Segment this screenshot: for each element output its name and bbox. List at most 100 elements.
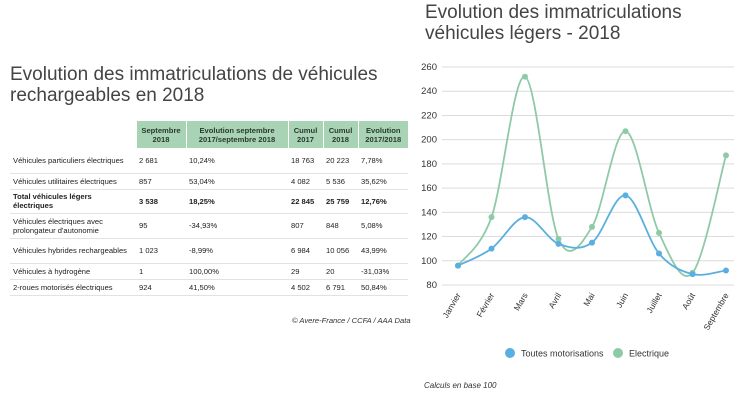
legend-marker-electrique bbox=[613, 348, 623, 358]
header-blank bbox=[10, 121, 136, 148]
y-tick-label: 160 bbox=[421, 183, 437, 194]
data-point-electrique bbox=[555, 235, 562, 242]
header-evolution-september: Evolution septembre 2017/septembre 2018 bbox=[185, 121, 288, 148]
data-point-toutes-motorisations bbox=[723, 267, 729, 274]
row-label: 2-roues motorisés électriques bbox=[10, 279, 136, 296]
x-tick-label: Janvier bbox=[440, 291, 462, 320]
cell: 4 082 bbox=[288, 173, 323, 190]
chart-title-line1: Evolution des immatriculations bbox=[425, 2, 682, 23]
data-point-electrique bbox=[522, 73, 528, 80]
row-label: Véhicules à hydrogène bbox=[10, 263, 136, 280]
cell: 10,24% bbox=[186, 148, 288, 174]
legend-label-toutes-motorisations: Toutes motorisations bbox=[521, 349, 604, 359]
data-point-toutes-motorisations bbox=[455, 262, 461, 269]
row-label: Véhicules hybrides rechargeables bbox=[10, 238, 136, 264]
y-tick-label: 220 bbox=[421, 110, 437, 121]
header-evolution-year: Evolution 2017/2018 bbox=[357, 121, 408, 148]
cell: 25 759 bbox=[323, 189, 358, 214]
y-tick-label: 100 bbox=[421, 256, 437, 267]
y-tick-label: 120 bbox=[421, 232, 437, 243]
cell: 924 bbox=[136, 279, 186, 296]
series-line-electrique bbox=[457, 75, 727, 277]
x-tick-label: Septembre bbox=[701, 291, 731, 332]
data-point-electrique bbox=[723, 152, 729, 159]
cell: 95 bbox=[136, 213, 186, 239]
cell: 2 681 bbox=[136, 148, 186, 174]
data-point-electrique bbox=[656, 229, 662, 236]
y-tick-label: 200 bbox=[421, 135, 437, 146]
table-row: Véhicules électriques avec prolongateur … bbox=[10, 213, 408, 239]
data-point-electrique bbox=[488, 214, 495, 221]
table-row: Véhicules à hydrogène 1 100,00% 29 20 -3… bbox=[10, 263, 408, 280]
table-row: 2-roues motorisés électriques 924 41,50%… bbox=[10, 279, 408, 296]
y-tick-label: 240 bbox=[421, 86, 437, 97]
row-label: Véhicules électriques avec prolongateur … bbox=[10, 213, 136, 239]
x-tick-label: Juin bbox=[614, 291, 631, 310]
data-point-toutes-motorisations bbox=[589, 239, 595, 246]
cell: -31,03% bbox=[358, 263, 408, 280]
data-point-electrique bbox=[589, 223, 595, 230]
row-label: Véhicules particuliers électriques bbox=[10, 148, 136, 174]
row-label: Total véhicules légers électriques bbox=[10, 189, 136, 214]
header-cumul-2017: Cumul 2017 bbox=[287, 121, 323, 148]
cell: 1 023 bbox=[136, 238, 186, 264]
cell: 100,00% bbox=[186, 263, 288, 280]
series-line-toutes-motorisations bbox=[457, 194, 727, 276]
x-tick-label: Mai bbox=[581, 291, 597, 308]
x-tick-label: Juillet bbox=[644, 290, 664, 314]
data-point-toutes-motorisations bbox=[555, 240, 562, 247]
legend-marker-toutes-motorisations bbox=[505, 348, 515, 358]
table-title: Evolution des immatriculations de véhicu… bbox=[10, 64, 410, 106]
data-point-toutes-motorisations bbox=[689, 271, 696, 278]
cell: 35,62% bbox=[358, 173, 408, 190]
y-tick-label: 140 bbox=[421, 207, 437, 218]
cell: 29 bbox=[288, 263, 323, 280]
cell: 43,99% bbox=[358, 238, 408, 264]
cell: 41,50% bbox=[186, 279, 288, 296]
table-title-line2: rechargeables en 2018 bbox=[10, 85, 205, 106]
cell: 4 502 bbox=[288, 279, 323, 296]
cell: 10 056 bbox=[323, 238, 358, 264]
cell: 22 845 bbox=[288, 189, 323, 214]
table-row: Véhicules hybrides rechargeables 1 023 -… bbox=[10, 238, 408, 264]
cell: 857 bbox=[136, 173, 186, 190]
cell: 20 223 bbox=[323, 148, 358, 174]
x-tick-label: Avril bbox=[546, 291, 563, 310]
registrations-table: Septembre 2018 Evolution septembre 2017/… bbox=[10, 121, 408, 296]
cell: 807 bbox=[288, 213, 323, 239]
cell: 7,78% bbox=[358, 148, 408, 174]
row-label: Véhicules utilitaires électriques bbox=[10, 173, 136, 190]
x-tick-label: Mars bbox=[512, 291, 530, 312]
cell: 53,04% bbox=[186, 173, 288, 190]
chart-title-line2: véhicules légers - 2018 bbox=[425, 23, 621, 44]
chart-title: Evolution des immatriculations véhicules… bbox=[425, 2, 745, 44]
data-point-electrique bbox=[622, 128, 629, 135]
cell: 5 536 bbox=[323, 173, 358, 190]
data-point-toutes-motorisations bbox=[656, 250, 662, 257]
cell: 50,84% bbox=[358, 279, 408, 296]
chart-note: Calculs en base 100 bbox=[424, 381, 497, 390]
header-cumul-2018: Cumul 2018 bbox=[322, 121, 358, 148]
y-tick-label: 260 bbox=[421, 62, 437, 73]
x-tick-label: Février bbox=[474, 291, 496, 319]
table-title-line1: Evolution des immatriculations de véhicu… bbox=[10, 64, 378, 85]
table-source: © Avere-France / CCFA / AAA Data bbox=[292, 316, 411, 325]
cell: 6 791 bbox=[323, 279, 358, 296]
cell: 1 bbox=[136, 263, 186, 280]
cell: 20 bbox=[323, 263, 358, 280]
table-row: Véhicules particuliers électriques 2 681… bbox=[10, 148, 408, 174]
table-header-row: Septembre 2018 Evolution septembre 2017/… bbox=[10, 121, 408, 148]
data-point-toutes-motorisations bbox=[488, 245, 495, 252]
table-row: Véhicules utilitaires électriques 857 53… bbox=[10, 173, 408, 190]
y-tick-label: 80 bbox=[426, 280, 437, 291]
cell: 12,76% bbox=[358, 189, 408, 214]
cell: 3 538 bbox=[136, 189, 186, 214]
legend-label-electrique: Electrique bbox=[629, 349, 669, 359]
x-tick-label: Août bbox=[680, 290, 698, 311]
data-point-toutes-motorisations bbox=[522, 214, 528, 221]
cell: 18 763 bbox=[288, 148, 323, 174]
cell: 18,25% bbox=[186, 189, 288, 214]
y-tick-label: 180 bbox=[421, 159, 437, 170]
cell: 6 984 bbox=[288, 238, 323, 264]
cell: -34,93% bbox=[186, 213, 288, 239]
